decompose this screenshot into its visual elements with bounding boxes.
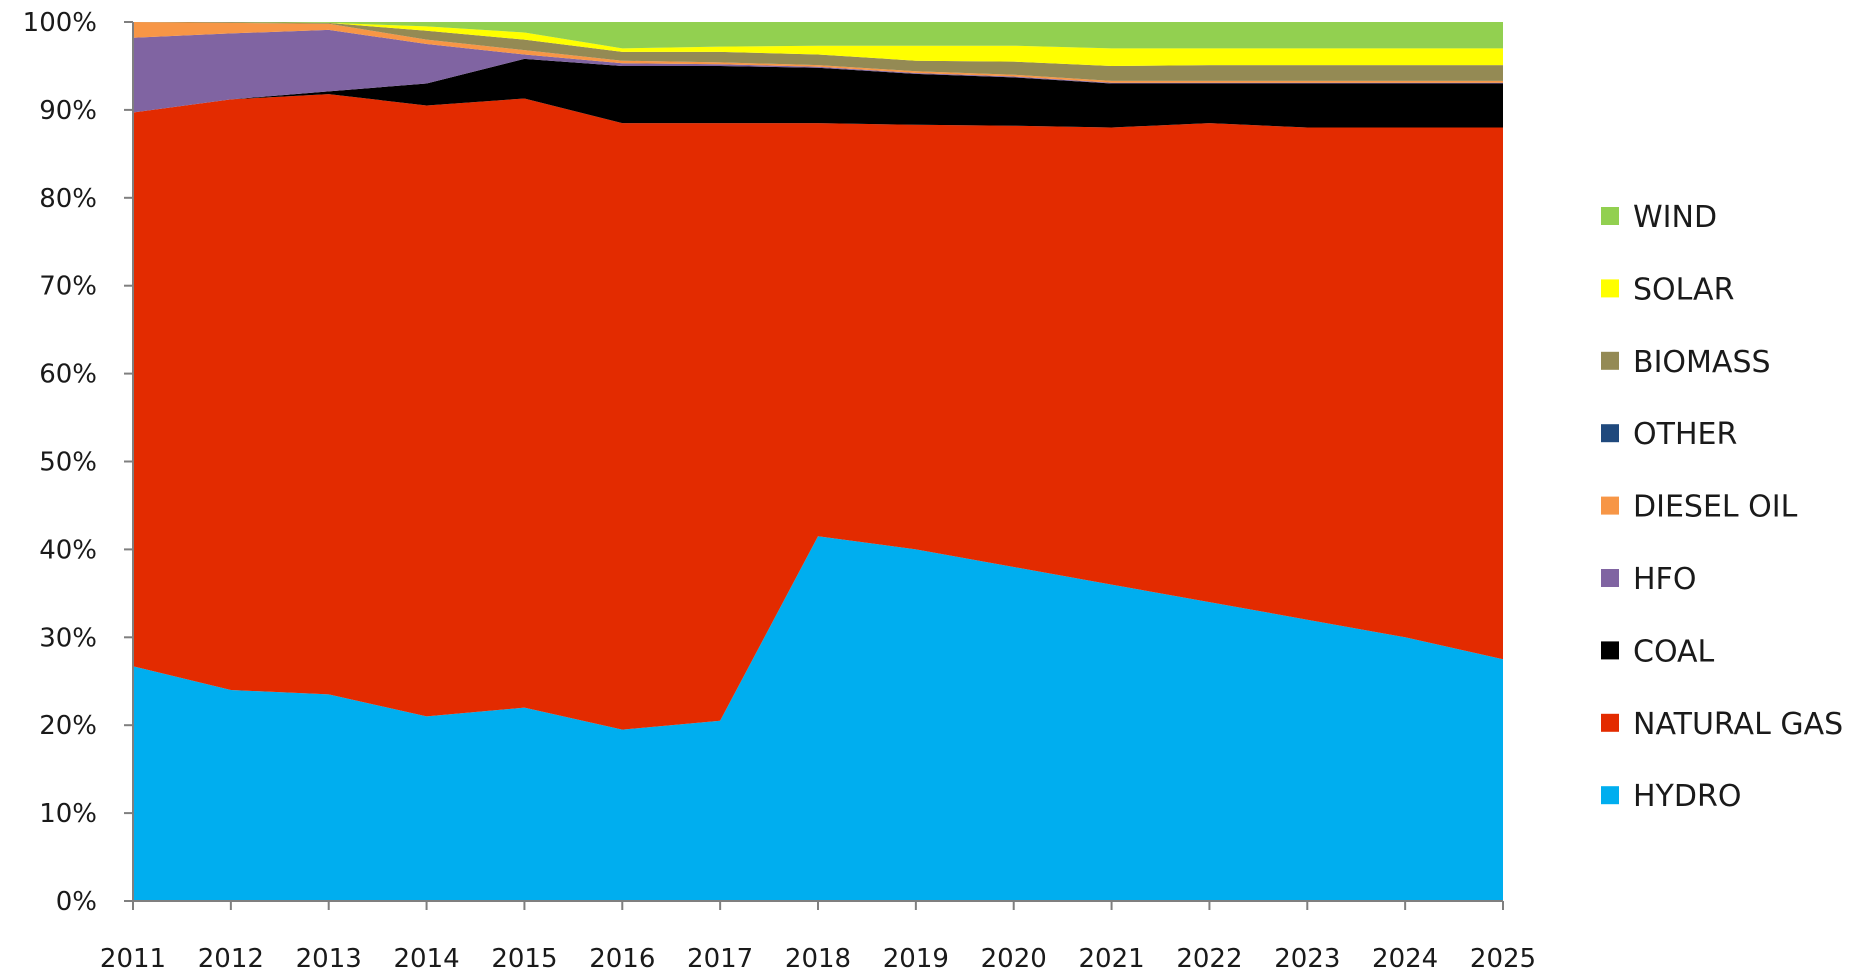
legend-label: BIOMASS [1633, 345, 1771, 380]
legend-item-biomass: BIOMASS [1601, 345, 1771, 380]
x-tick-label: 2023 [1274, 944, 1340, 974]
x-tick-label: 2011 [100, 944, 166, 974]
legend-label: SOLAR [1633, 272, 1734, 307]
legend-item-wind: WIND [1601, 200, 1717, 235]
legend-swatch [1601, 424, 1619, 443]
area-biomass [133, 22, 1503, 81]
legend-item-other: OTHER [1601, 417, 1737, 452]
legend-swatch [1601, 713, 1619, 732]
x-tick-label: 2024 [1372, 944, 1438, 974]
legend-label: DIESEL OIL [1633, 490, 1798, 525]
x-tick-label: 2012 [198, 944, 264, 974]
legend-swatch [1601, 279, 1619, 298]
x-tick-label: 2020 [981, 944, 1047, 974]
legend-label: NATURAL GAS [1633, 707, 1843, 742]
legend-swatch [1601, 207, 1619, 225]
legend-item-hydro: HYDRO [1601, 779, 1741, 814]
y-tick-label: 10% [39, 799, 97, 829]
x-tick-label: 2022 [1176, 944, 1242, 974]
legend-label: COAL [1633, 634, 1715, 669]
legend-item-solar: SOLAR [1601, 272, 1734, 307]
y-tick-label: 100% [23, 8, 97, 38]
legend-item-diesel-oil: DIESEL OIL [1601, 490, 1798, 525]
x-tick-label: 2015 [491, 944, 557, 974]
axes-layer: 0% 10% 20% 30% 40% 50% 60% 70% 80% 90% 100% 2011 201… [23, 8, 1536, 974]
x-tick-label: 2018 [785, 944, 851, 974]
y-tick-label: 40% [39, 535, 97, 565]
x-tick-label: 2014 [393, 944, 459, 974]
legend-swatch [1601, 641, 1619, 660]
area-solar [133, 22, 1503, 66]
legend-label: HYDRO [1633, 779, 1741, 814]
x-tick-label: 2019 [883, 944, 949, 974]
legend-label: WIND [1633, 200, 1717, 235]
x-tick-label: 2017 [687, 944, 753, 974]
legend-item-hfo: HFO [1601, 562, 1696, 597]
legend-item-coal: COAL [1601, 634, 1715, 669]
area-hydro [133, 536, 1503, 901]
areas-layer [133, 22, 1503, 901]
x-tick-label: 2025 [1470, 944, 1536, 974]
x-tick-label: 2021 [1078, 944, 1144, 974]
y-tick-label: 60% [39, 360, 97, 390]
area-diesel-oil [133, 22, 1503, 83]
y-tick-label: 70% [39, 272, 97, 302]
legend-swatch [1601, 351, 1619, 370]
x-tick-label: 2013 [296, 944, 362, 974]
legend-label: HFO [1633, 562, 1696, 597]
y-tick-label: 30% [39, 623, 97, 653]
area-coal [133, 58, 1503, 128]
y-tick-label: 50% [39, 448, 97, 478]
legend: WIND SOLAR BIOMASS OTHER DIESEL OIL HFO COAL NA… [1601, 200, 1843, 814]
area-hfo [133, 29, 1503, 113]
area-natural-gas [133, 94, 1503, 730]
y-tick-label: 0% [56, 887, 97, 917]
legend-swatch [1601, 496, 1619, 515]
legend-label: OTHER [1633, 417, 1737, 452]
y-tick-label: 90% [39, 96, 97, 126]
area-wind [133, 22, 1503, 49]
legend-item-natural-gas: NATURAL GAS [1601, 707, 1843, 742]
x-tick-label: 2016 [589, 944, 655, 974]
y-tick-label: 20% [39, 711, 97, 741]
y-tick-label: 80% [39, 184, 97, 214]
legend-swatch [1601, 786, 1619, 805]
legend-swatch [1601, 569, 1619, 587]
